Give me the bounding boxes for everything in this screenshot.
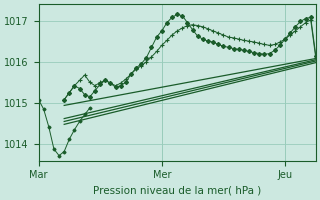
X-axis label: Pression niveau de la mer( hPa ): Pression niveau de la mer( hPa ) (93, 186, 261, 196)
